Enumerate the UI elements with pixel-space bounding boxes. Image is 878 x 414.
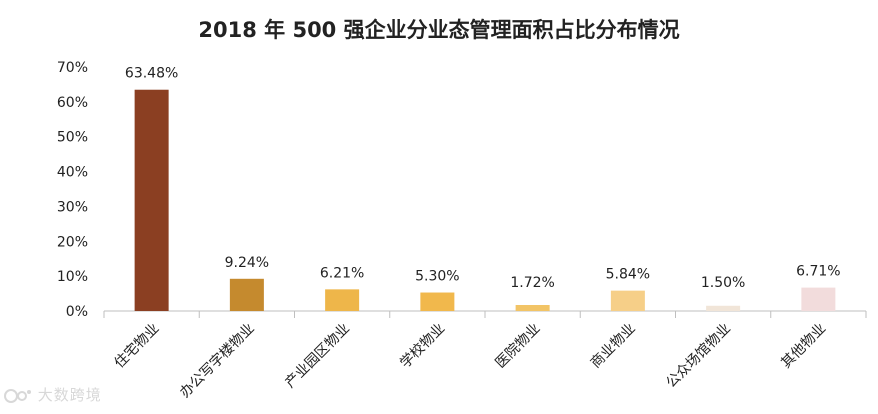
bar	[706, 305, 741, 311]
category-label: 商业物业	[588, 321, 639, 372]
data-label: 63.48%	[125, 66, 178, 82]
watermark: 大数跨境	[4, 384, 102, 405]
axes: 0% 10% 20% 30% 40% 50% 60% 70%	[57, 60, 867, 320]
bar	[610, 290, 645, 311]
data-label: 1.72%	[510, 275, 554, 291]
data-label: 9.24%	[225, 255, 269, 271]
data-label: 5.30%	[415, 269, 459, 285]
y-tick-label: 0%	[66, 304, 88, 320]
chart-title: 2018 年 500 强企业分业态管理面积占比分布情况	[198, 18, 680, 42]
bar	[420, 292, 455, 311]
watermark-text: 大数跨境	[37, 386, 102, 404]
y-tick-label: 20%	[57, 234, 88, 250]
category-label: 办公写字楼物业	[177, 321, 258, 402]
data-label: 1.50%	[701, 275, 745, 291]
bars	[134, 89, 836, 311]
y-tick-label: 40%	[57, 165, 88, 181]
brand-logo-icon	[4, 388, 31, 403]
category-label: 医院物业	[493, 321, 544, 372]
bar	[325, 289, 360, 311]
y-tick-label: 50%	[57, 130, 88, 146]
category-label: 其他物业	[778, 321, 829, 372]
data-label: 6.71%	[796, 264, 840, 280]
labels: 63.48% 住宅物业 9.24% 办公写字楼物业 6.21% 产业园区物业 5.30% 学校…	[112, 66, 841, 401]
data-label: 6.21%	[320, 265, 364, 281]
category-label: 住宅物业	[112, 321, 163, 372]
bar	[134, 89, 169, 311]
category-label: 产业园区物业	[282, 321, 353, 392]
category-label: 学校物业	[397, 320, 449, 372]
y-tick-label: 70%	[57, 60, 88, 76]
y-tick-label: 30%	[57, 199, 88, 215]
bar	[515, 305, 550, 311]
bar	[229, 278, 264, 311]
y-tick-label: 60%	[57, 95, 88, 111]
bar	[801, 287, 836, 311]
y-tick-label: 10%	[57, 269, 88, 285]
category-label: 公众场馆物业	[663, 321, 734, 392]
data-label: 5.84%	[606, 267, 650, 283]
